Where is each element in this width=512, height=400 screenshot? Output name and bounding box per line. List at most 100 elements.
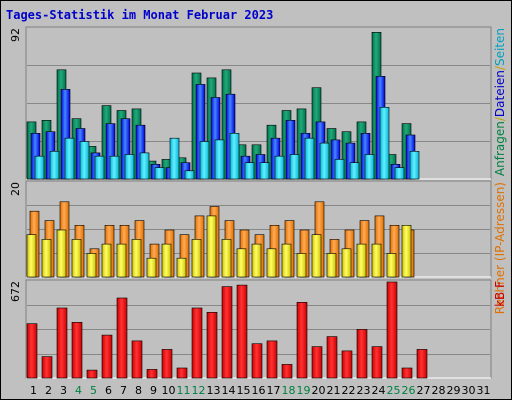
- x-tick-label-day-24: 24: [372, 384, 386, 397]
- bar-kb-f-day-9: [146, 369, 158, 379]
- bar-seiten-day-8: [139, 152, 150, 180]
- bar-seiten-day-21: [334, 159, 345, 180]
- bar-kb-f-day-13: [206, 311, 218, 379]
- bar-seiten-day-15: [244, 162, 255, 180]
- panel-1-legend: Anfragen/Dateien/Seiten: [493, 28, 507, 176]
- x-tick-label-day-26: 26: [402, 384, 416, 397]
- bar-kb-f-day-7: [116, 297, 128, 379]
- bar-kb-f-day-5: [86, 369, 98, 379]
- bar-besuche-day-9: [146, 257, 157, 278]
- bar-seiten-day-12: [199, 141, 210, 180]
- bar-kb-f-day-12: [191, 307, 203, 379]
- bar-seiten-day-7: [124, 154, 135, 180]
- bar-besuche-day-4: [71, 239, 82, 278]
- x-tick-label-day-10: 10: [162, 384, 176, 397]
- bar-seiten-day-20: [319, 142, 330, 180]
- bar-besuche-day-23: [356, 243, 367, 278]
- bar-seiten-day-26: [409, 151, 420, 180]
- x-tick-label-day-12: 12: [192, 384, 206, 397]
- bar-besuche-day-24: [371, 243, 382, 278]
- x-tick-label-day-2: 2: [45, 384, 52, 397]
- panel-3-legend: kB F: [493, 281, 507, 307]
- bar-kb-f-day-25: [386, 281, 398, 379]
- bar-kb-f-day-3: [56, 307, 68, 379]
- x-tick-label-day-22: 22: [342, 384, 356, 397]
- bar-seiten-day-23: [364, 154, 375, 180]
- x-tick-label-day-23: 23: [357, 384, 371, 397]
- x-tick-label-day-16: 16: [252, 384, 266, 397]
- bar-kb-f-day-19: [296, 301, 308, 379]
- x-tick-label-day-15: 15: [237, 384, 251, 397]
- bar-seiten-day-9: [154, 167, 165, 180]
- panel-2: 20: [9, 180, 492, 278]
- legend-entry: Anfragen: [493, 121, 507, 176]
- bar-kb-f-day-11: [176, 367, 188, 379]
- bar-kb-f-day-27: [416, 349, 428, 379]
- x-tick-label-day-9: 9: [150, 384, 157, 397]
- bar-kb-f-day-26: [401, 367, 413, 379]
- x-tick-label-day-11: 11: [177, 384, 191, 397]
- bar-seiten-day-11: [184, 170, 195, 180]
- bar-besuche-day-2: [41, 239, 52, 278]
- x-tick-label-day-19: 19: [297, 384, 311, 397]
- x-tick-label-day-13: 13: [207, 384, 221, 397]
- x-tick-label-day-1: 1: [30, 384, 37, 397]
- bar-besuche-day-22: [341, 248, 352, 278]
- bar-besuche-day-17: [266, 248, 277, 278]
- bar-seiten-day-22: [349, 162, 360, 180]
- chart-title: Tages-Statistik im Monat Februar 2023: [6, 8, 273, 22]
- bar-seiten-day-4: [79, 141, 90, 180]
- bar-seiten-day-3: [64, 137, 75, 180]
- bar-kb-f-day-10: [161, 349, 173, 379]
- bar-seiten-day-2: [49, 151, 60, 180]
- bar-besuche-day-20: [311, 234, 322, 278]
- x-tick-label-day-29: 29: [447, 384, 461, 397]
- bar-kb-f-day-24: [371, 346, 383, 379]
- panel-1: 92: [9, 26, 492, 180]
- bar-besuche-day-11: [176, 257, 187, 278]
- x-axis-day-labels: 1 2 3 4 5 6 7 8 9 10 11 12 13 14 15 16 17 18 19 20 21 22 23 24 2…: [30, 384, 491, 397]
- panel-2-legend: Rechner (IP-Adressen): [493, 182, 507, 314]
- bar-besuche-day-13: [206, 215, 217, 278]
- bar-kb-f-day-8: [131, 340, 143, 379]
- panel-ymax-label: 672: [9, 281, 22, 302]
- x-tick-label-day-14: 14: [222, 384, 236, 397]
- x-tick-label-day-27: 27: [417, 384, 431, 397]
- bar-kb-f-day-1: [26, 323, 38, 379]
- legend-entry: kB F: [493, 281, 507, 307]
- bar-besuche-day-26: [401, 225, 412, 278]
- x-tick-label-day-25: 25: [387, 384, 401, 397]
- bar-kb-f-day-16: [251, 343, 263, 379]
- bar-kb-f-day-17: [266, 340, 278, 379]
- legend-entry: Dateien: [493, 70, 507, 117]
- bar-besuche-day-18: [281, 243, 292, 278]
- bar-besuche-day-12: [191, 239, 202, 278]
- bar-seiten-day-19: [304, 137, 315, 180]
- bar-besuche-day-15: [236, 248, 247, 278]
- x-tick-label-day-3: 3: [60, 384, 67, 397]
- x-tick-label-day-28: 28: [432, 384, 446, 397]
- bar-seiten-day-5: [94, 155, 105, 180]
- bar-besuche-day-8: [131, 239, 142, 278]
- x-tick-label-day-30: 30: [462, 384, 476, 397]
- chart-panels: 92 20 672: [9, 26, 492, 379]
- x-tick-label-day-17: 17: [267, 384, 281, 397]
- x-tick-label-day-18: 18: [282, 384, 296, 397]
- bar-besuche-day-16: [251, 243, 262, 278]
- bar-seiten-day-6: [109, 155, 120, 180]
- bar-besuche-day-3: [56, 229, 67, 278]
- bar-seiten-day-13: [214, 139, 225, 180]
- bar-seiten-day-10: [169, 137, 180, 180]
- bar-besuche-day-14: [221, 239, 232, 278]
- legend-entry: /: [493, 65, 507, 70]
- x-tick-label-day-4: 4: [75, 384, 82, 397]
- legend-entry: Seiten: [493, 28, 507, 66]
- bar-seiten-day-17: [274, 155, 285, 180]
- bar-besuche-day-10: [161, 243, 172, 278]
- panel-ymax-label: 20: [9, 182, 22, 196]
- bar-besuche-day-21: [326, 253, 337, 278]
- x-tick-label-day-8: 8: [135, 384, 142, 397]
- bar-seiten-day-16: [259, 162, 270, 180]
- bar-kb-f-day-14: [221, 286, 233, 379]
